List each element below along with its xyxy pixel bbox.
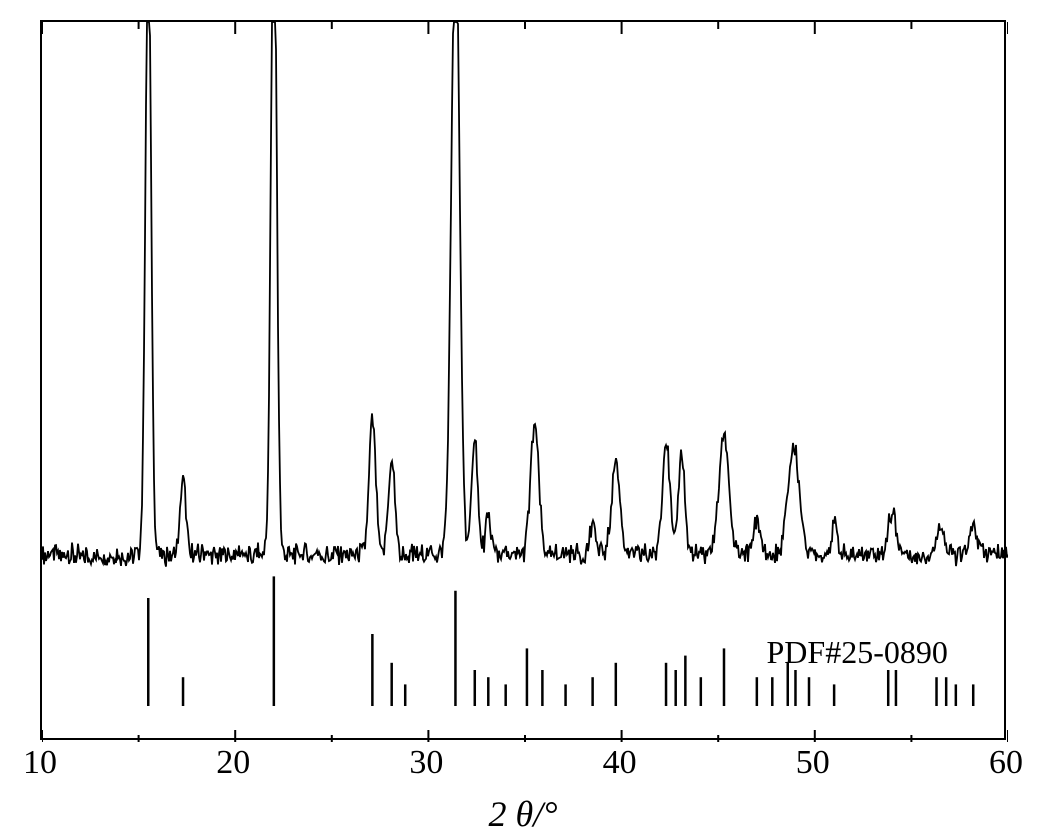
pdf-annotation: PDF#25-0890	[767, 634, 948, 671]
xlabel-prefix: 2	[488, 794, 515, 834]
x-axis-label: 2 θ/°	[488, 793, 557, 835]
xlabel-theta: θ	[515, 794, 533, 834]
xrd-chart: PDF#25-0890 2 θ/° 102030405060	[40, 20, 1006, 770]
xlabel-suffix: /°	[533, 794, 557, 834]
plot-area: PDF#25-0890	[40, 20, 1006, 740]
